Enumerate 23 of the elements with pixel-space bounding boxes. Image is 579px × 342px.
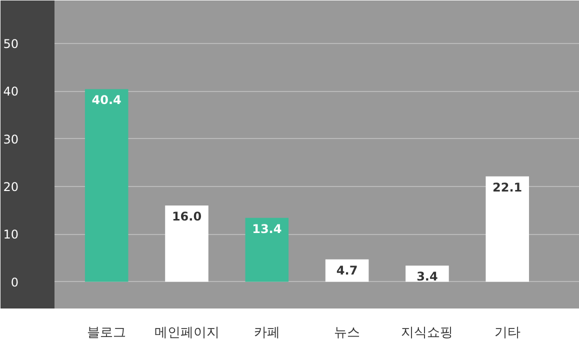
- data-label: 22.1: [492, 180, 522, 194]
- bar: [486, 176, 530, 282]
- bar: [84, 89, 128, 282]
- x-tick-label: 블로그: [87, 324, 126, 340]
- data-label: 3.4: [416, 270, 438, 284]
- y-tick-label: 0: [10, 275, 19, 290]
- data-label: 40.4: [92, 93, 122, 108]
- y-tick-label: 20: [3, 180, 19, 194]
- data-label: 4.7: [336, 263, 358, 278]
- x-tick-label: 메인페이지: [154, 324, 220, 340]
- x-tick-label: 뉴스: [334, 324, 360, 340]
- y-tick-label: 10: [3, 228, 19, 242]
- bar: [165, 206, 208, 282]
- data-label: 13.4: [252, 222, 282, 236]
- x-tick-label: 기타: [494, 324, 520, 340]
- x-tick-label: 카페: [254, 324, 280, 340]
- y-tick-label: 50: [3, 36, 19, 51]
- bar: [325, 259, 369, 282]
- y-tick-label: 40: [3, 84, 19, 99]
- data-label: 16.0: [172, 210, 202, 224]
- bar: [245, 218, 289, 282]
- x-tick-label: 지식쇼핑: [401, 324, 454, 340]
- y-tick-label: 30: [3, 132, 19, 146]
